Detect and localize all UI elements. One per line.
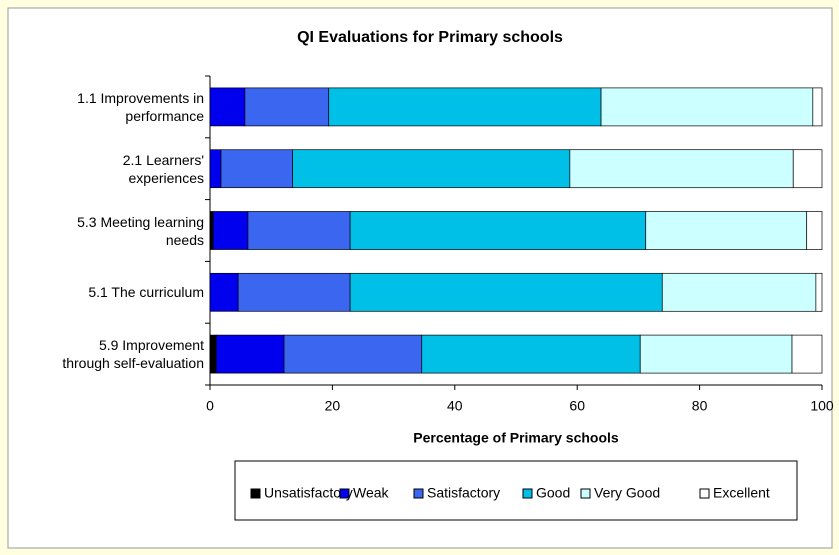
y-tick-label: 1.1 Improvements in performance xyxy=(77,89,204,124)
legend-swatch xyxy=(250,488,261,499)
y-tick-label: 5.3 Meeting learning needs xyxy=(77,213,204,248)
legend-swatch xyxy=(413,488,424,499)
bar-segment xyxy=(283,334,423,374)
bar-segment xyxy=(815,272,823,312)
bar-segment xyxy=(792,149,823,189)
bar-segment xyxy=(244,87,330,127)
chart-title: QI Evaluations for Primary schools xyxy=(297,29,563,46)
bar-segment xyxy=(209,211,214,250)
bar-segment xyxy=(661,272,817,312)
bar-segment xyxy=(292,149,571,189)
y-tick-label: 5.9 Improvement through self-evaluation xyxy=(62,337,204,372)
bar-segment xyxy=(645,211,808,250)
bar-segment xyxy=(791,334,823,374)
bar-segment xyxy=(209,272,239,312)
x-tick-label: 0 xyxy=(206,398,214,414)
x-axis-title: Percentage of Primary schools xyxy=(413,430,619,446)
legend-label: Satisfactory xyxy=(427,485,500,501)
bar-segment xyxy=(209,87,246,127)
bar-segment xyxy=(349,211,647,250)
bar-segment xyxy=(600,87,814,127)
bar-segment xyxy=(209,334,217,374)
bar-segment xyxy=(209,149,222,189)
bar-segment xyxy=(328,87,602,127)
bar-segment xyxy=(639,334,793,374)
x-tick-label: 80 xyxy=(692,398,708,414)
bar-segment xyxy=(812,87,823,127)
legend-label: Good xyxy=(536,485,570,501)
legend-swatch xyxy=(580,488,591,499)
y-tick-label: 2.1 Learners' experiences xyxy=(122,151,204,186)
bar-segment xyxy=(421,334,641,374)
bar-segment xyxy=(212,211,249,250)
x-tick-label: 100 xyxy=(810,398,834,414)
legend-swatch xyxy=(699,488,710,499)
bar-segment xyxy=(215,334,285,374)
x-tick-label: 40 xyxy=(447,398,463,414)
bar-segment xyxy=(247,211,351,250)
x-tick-label: 20 xyxy=(325,398,341,414)
bar-segment xyxy=(569,149,794,189)
bar-segment xyxy=(349,272,663,312)
y-tick-label: 5.1 The curriculum xyxy=(88,284,204,301)
bar-segment xyxy=(806,211,823,250)
legend-swatch xyxy=(339,488,350,499)
legend-box xyxy=(234,460,798,521)
bar-segment xyxy=(220,149,293,189)
legend-label: Unsatisfactory xyxy=(264,485,353,501)
legend-label: Excellent xyxy=(713,485,770,501)
legend-label: Weak xyxy=(353,485,390,501)
bar-segment xyxy=(237,272,351,312)
x-tick-label: 60 xyxy=(569,398,585,414)
legend-swatch xyxy=(522,488,533,499)
legend-label: Very Good xyxy=(594,485,660,501)
